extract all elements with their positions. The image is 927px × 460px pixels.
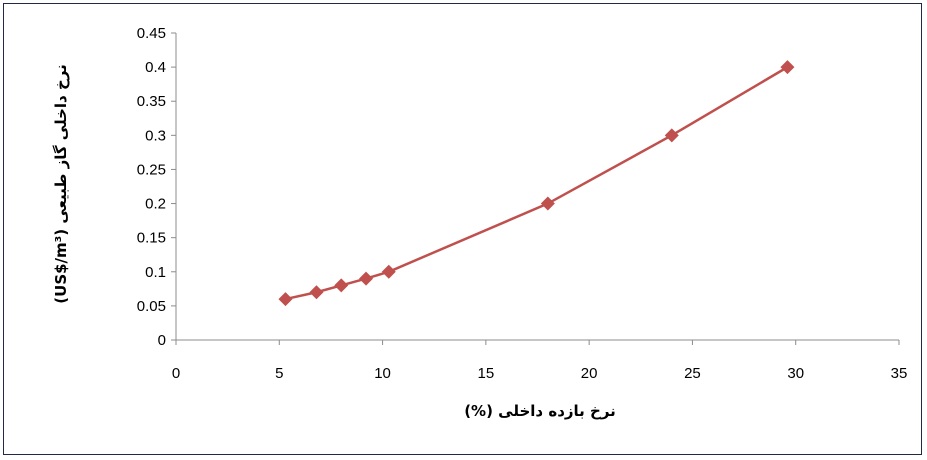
x-tick-label: 10: [374, 365, 391, 382]
y-tick-label: 0.25: [137, 161, 166, 178]
y-tick-label: 0.2: [145, 196, 166, 213]
x-tick-label: 30: [787, 365, 804, 382]
y-axis-title: نرخ داخلی گاز طبیعی (US$/m³): [52, 64, 70, 303]
data-point-marker: [309, 285, 324, 300]
axes: [171, 32, 900, 345]
x-tick-label: 15: [478, 365, 495, 382]
data-point-marker: [664, 128, 679, 143]
y-tick-label: 0: [158, 332, 166, 349]
y-tick-label: 0.15: [137, 230, 166, 247]
data-point-marker: [278, 292, 293, 307]
y-tick-label: 0.3: [145, 127, 166, 144]
y-tick-label: 0.1: [145, 264, 166, 281]
y-tick-labels: 0 0.05 0.1 0.15 0.2 0.25 0.3 0.35 0.4 0.45: [137, 25, 166, 349]
x-tick-label: 35: [891, 365, 908, 382]
x-tick-label: 5: [275, 365, 283, 382]
y-tick-label: 0.05: [137, 298, 166, 315]
data-point-marker: [540, 196, 555, 211]
x-tick-label: 0: [172, 365, 180, 382]
y-tick-label: 0.45: [137, 25, 166, 42]
x-tick-labels: 0 5 10 15 20 25 30 35: [172, 365, 908, 382]
x-tick-label: 25: [684, 365, 701, 382]
y-tick-label: 0.4: [145, 59, 166, 76]
y-tick-label: 0.35: [137, 93, 166, 110]
data-point-marker: [381, 264, 396, 279]
series-layer: [278, 60, 795, 307]
series-line: [285, 66, 789, 301]
data-point-marker: [359, 271, 374, 286]
x-tick-label: 20: [581, 365, 598, 382]
data-point-marker: [780, 60, 795, 75]
data-point-marker: [334, 278, 349, 293]
x-axis-title: نرخ بازده داخلی (%): [464, 402, 616, 420]
